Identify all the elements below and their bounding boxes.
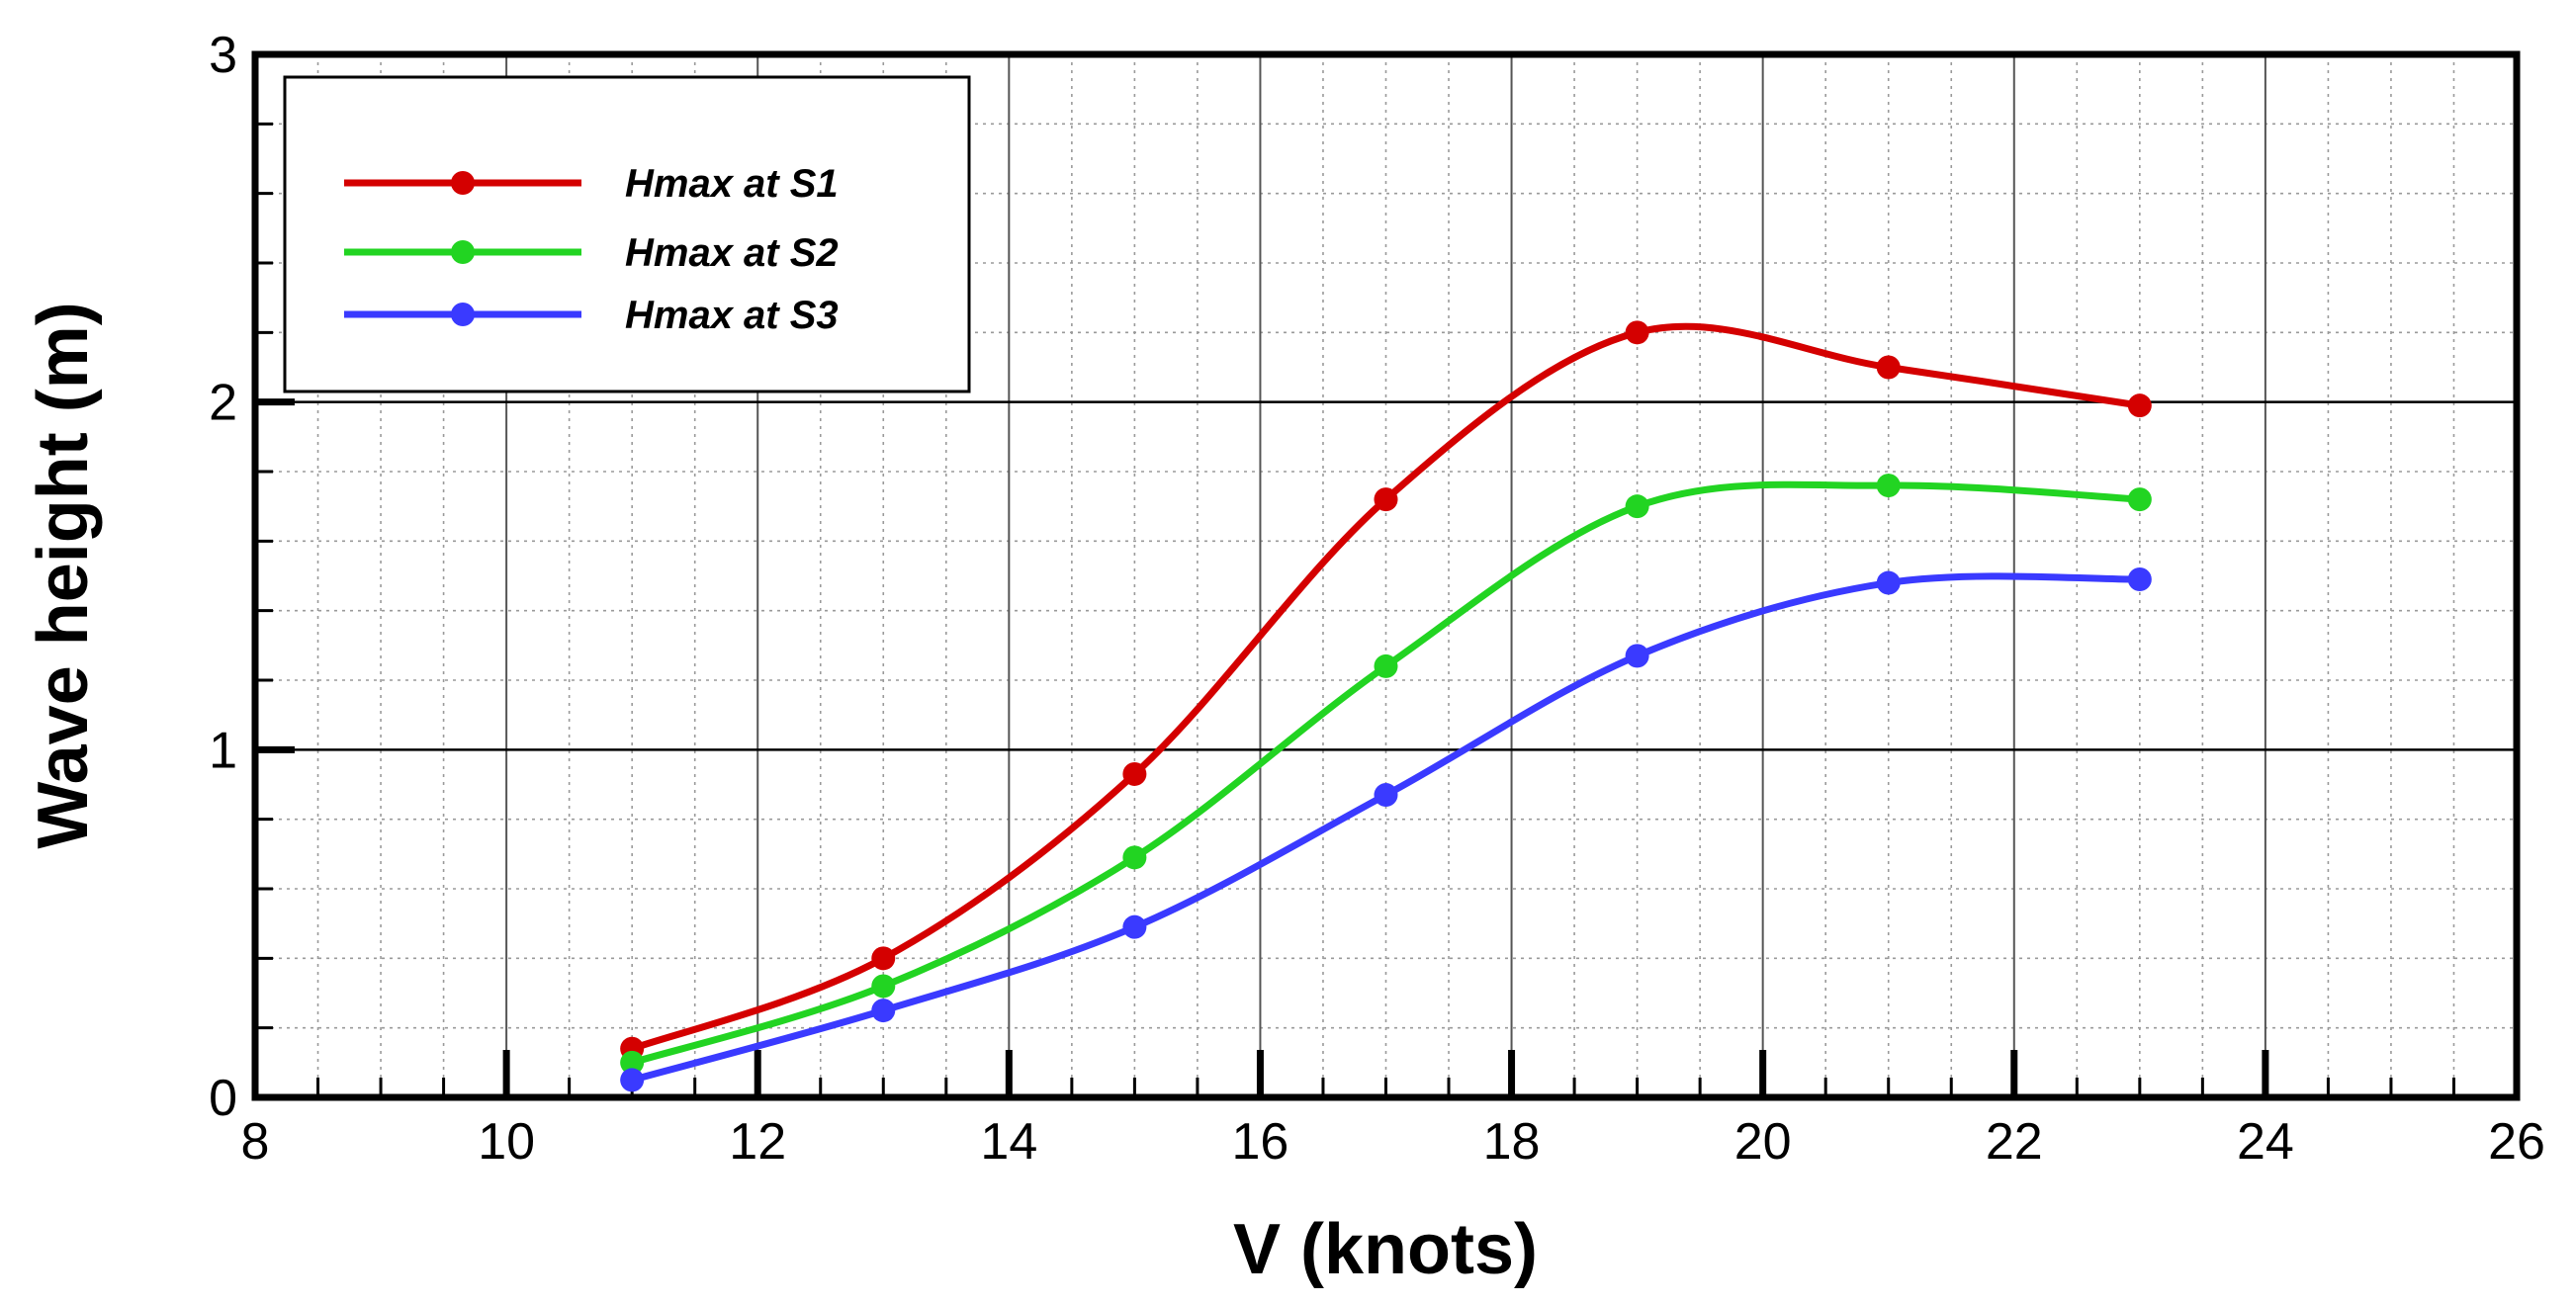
data-point [871, 946, 896, 971]
series-3 [620, 567, 2152, 1092]
data-point [1625, 644, 1649, 668]
x-tick-label: 26 [2488, 1113, 2545, 1171]
legend-box [283, 75, 971, 393]
y-tick-label: 3 [209, 27, 237, 84]
legend-item-2: Hmax at S2 [344, 231, 839, 275]
data-point [1122, 761, 1147, 786]
x-tick-label: 14 [980, 1113, 1037, 1171]
x-tick-label: 8 [241, 1113, 270, 1171]
legend-label: Hmax at S3 [625, 294, 839, 337]
legend-item-1: Hmax at S1 [344, 162, 839, 206]
data-point [1374, 487, 1398, 512]
data-point [1876, 570, 1901, 595]
data-point [871, 974, 896, 999]
series-layer [620, 320, 2152, 1092]
data-point [620, 1068, 645, 1092]
x-tick-label: 12 [729, 1113, 786, 1171]
data-point [1876, 474, 1901, 498]
data-point [2127, 393, 2152, 418]
data-point [1374, 783, 1398, 808]
y-tick-label: 1 [209, 722, 237, 779]
x-axis-title: V (knots) [1233, 1210, 1538, 1289]
data-point [1625, 494, 1649, 519]
legend-marker [451, 303, 475, 326]
data-point [1122, 914, 1147, 939]
data-point [1374, 653, 1398, 678]
data-point [2127, 487, 2152, 512]
legend-label: Hmax at S1 [625, 162, 839, 206]
x-tick-label: 16 [1232, 1113, 1289, 1171]
x-tick-label: 10 [478, 1113, 535, 1171]
data-point [871, 999, 896, 1023]
legend-marker [451, 171, 475, 195]
x-tick-label: 24 [2237, 1113, 2294, 1171]
data-point [1876, 355, 1901, 380]
y-tick-label: 0 [209, 1070, 237, 1127]
x-tick-label: 20 [1734, 1113, 1792, 1171]
legend: Hmax at S1 Hmax at S2 Hmax at S3 [283, 75, 971, 393]
minor-grid [255, 54, 2517, 1097]
series-2 [620, 474, 2152, 1075]
y-axis-title: Wave height (m) [24, 302, 103, 848]
y-tick-labels: 0 1 2 3 [209, 27, 237, 1127]
plot-frame [251, 50, 2521, 1101]
legend-marker [451, 240, 475, 264]
x-tick-labels: 8 10 12 14 16 18 20 22 24 26 [241, 1113, 2545, 1171]
data-point [1122, 845, 1147, 870]
legend-label: Hmax at S2 [625, 231, 839, 275]
x-tick-label: 18 [1483, 1113, 1541, 1171]
legend-item-3: Hmax at S3 [344, 294, 839, 337]
x-tick-label: 22 [1986, 1113, 2043, 1171]
data-point [620, 1050, 645, 1075]
data-point [2127, 567, 2152, 592]
legend-items: Hmax at S1 Hmax at S2 Hmax at S3 [344, 162, 839, 337]
y-tick-label: 2 [209, 375, 237, 432]
data-point [1625, 320, 1649, 345]
